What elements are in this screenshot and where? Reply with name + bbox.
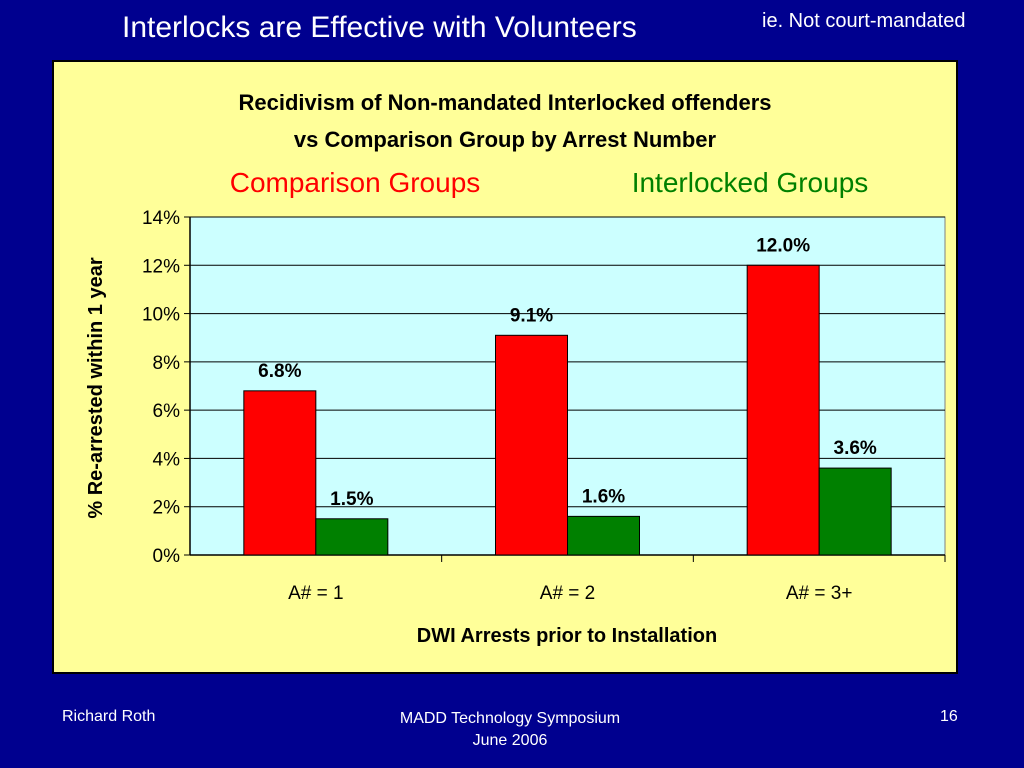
y-tick-label: 4% [153,449,181,470]
chart-subtitle: vs Comparison Group by Arrest Number [294,127,717,152]
slide-note: ie. Not court-mandated [762,10,966,32]
y-tick-label: 0% [153,546,181,567]
footer-event: MADD Technology Symposium June 2006 [360,708,660,752]
x-tick-label: A# = 2 [540,583,595,604]
footer-page-number: 16 [940,708,958,725]
y-axis-label: % Re-arrested within 1 year [85,257,107,518]
y-tick-label: 6% [153,401,181,422]
bar-interlocked [818,467,892,556]
data-label: 9.1% [510,305,553,326]
bar-interlocked [567,515,640,556]
data-label: 3.6% [834,438,877,459]
data-label: 1.6% [582,486,625,507]
chart-title: Recidivism of Non-mandated Interlocked o… [239,90,772,115]
x-axis-label: DWI Arrests prior to Installation [417,625,717,647]
y-tick-label: 10% [142,305,180,326]
data-label: 12.0% [756,235,810,256]
y-tick-label: 8% [153,353,181,374]
bar-comparison [746,264,820,556]
footer-date: June 2006 [472,732,548,749]
legend-interlocked: Interlocked Groups [632,167,869,198]
x-tick-label: A# = 1 [288,583,343,604]
data-label: 1.5% [330,489,373,510]
y-tick-label: 12% [142,256,180,277]
x-tick-label: A# = 3+ [786,583,853,604]
slide-title: Interlocks are Effective with Volunteers [122,11,637,44]
footer-event-name: MADD Technology Symposium [399,710,621,727]
legend-comparison: Comparison Groups [230,167,481,198]
y-tick-label: 14% [142,208,180,229]
bar-interlocked [315,518,389,556]
data-label: 6.8% [258,361,301,382]
bar-comparison [495,334,568,556]
footer-author: Richard Roth [62,708,156,725]
bar-comparison [243,390,317,556]
y-tick-label: 2% [153,498,181,519]
